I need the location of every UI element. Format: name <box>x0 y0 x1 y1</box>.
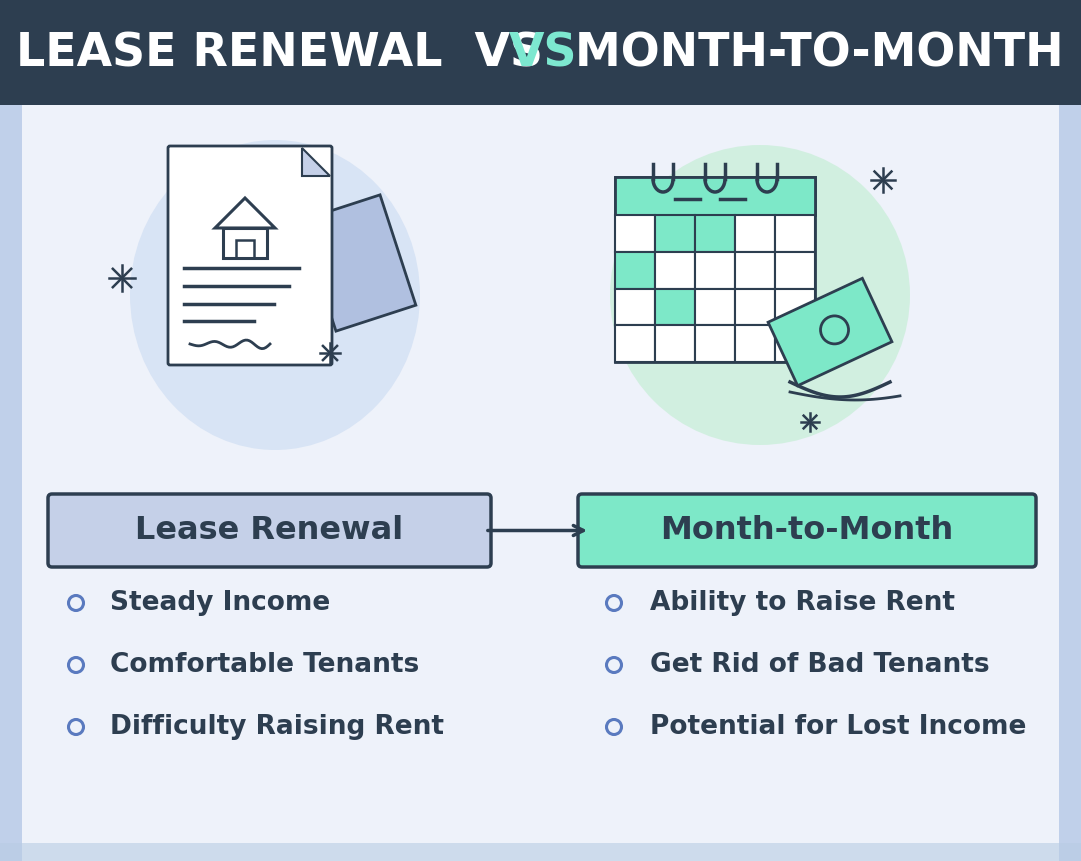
Text: Lease Renewal: Lease Renewal <box>135 515 403 546</box>
Polygon shape <box>301 195 416 331</box>
Bar <box>695 288 735 325</box>
Text: Comfortable Tenants: Comfortable Tenants <box>110 652 419 678</box>
Text: Ability to Raise Rent: Ability to Raise Rent <box>650 590 955 616</box>
Bar <box>223 228 267 258</box>
Bar <box>615 251 655 288</box>
Bar <box>236 240 254 258</box>
Bar <box>615 215 655 251</box>
Bar <box>655 325 695 362</box>
Bar <box>775 215 815 251</box>
Bar <box>735 251 775 288</box>
FancyBboxPatch shape <box>168 146 332 365</box>
Ellipse shape <box>130 140 421 450</box>
Bar <box>735 215 775 251</box>
Polygon shape <box>769 278 892 386</box>
Bar <box>735 325 775 362</box>
Text: Difficulty Raising Rent: Difficulty Raising Rent <box>110 714 444 740</box>
FancyBboxPatch shape <box>578 494 1036 567</box>
Text: Steady Income: Steady Income <box>110 590 331 616</box>
Ellipse shape <box>610 145 910 445</box>
Text: Get Rid of Bad Tenants: Get Rid of Bad Tenants <box>650 652 989 678</box>
Bar <box>735 288 775 325</box>
Bar <box>655 288 695 325</box>
Bar <box>695 215 735 251</box>
Bar <box>695 325 735 362</box>
Bar <box>775 251 815 288</box>
Bar <box>775 288 815 325</box>
FancyBboxPatch shape <box>48 494 491 567</box>
Bar <box>655 251 695 288</box>
Bar <box>615 325 655 362</box>
Text: LEASE RENEWAL  VS  MONTH-TO-MONTH: LEASE RENEWAL VS MONTH-TO-MONTH <box>16 32 1064 77</box>
Bar <box>0 843 1081 861</box>
Bar <box>0 105 22 861</box>
Text: VS: VS <box>509 32 577 77</box>
Bar <box>1059 105 1081 861</box>
Bar <box>775 325 815 362</box>
Bar <box>655 215 695 251</box>
Bar <box>0 0 1081 105</box>
Polygon shape <box>302 148 330 176</box>
Bar <box>695 251 735 288</box>
Bar <box>615 177 815 215</box>
Bar <box>615 177 815 362</box>
Bar <box>615 288 655 325</box>
Text: Month-to-Month: Month-to-Month <box>660 515 953 546</box>
Text: Potential for Lost Income: Potential for Lost Income <box>650 714 1026 740</box>
